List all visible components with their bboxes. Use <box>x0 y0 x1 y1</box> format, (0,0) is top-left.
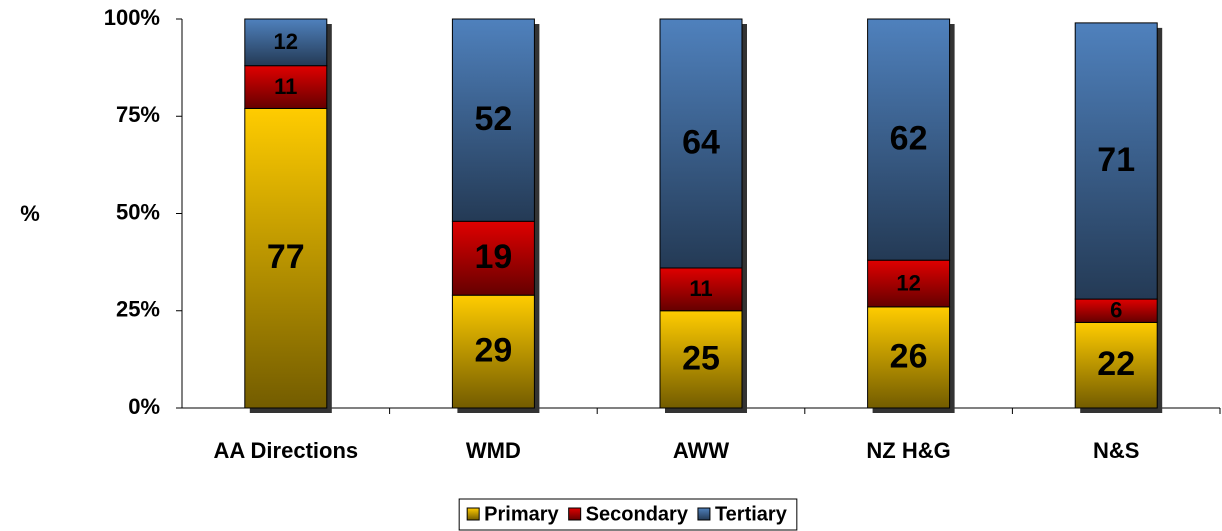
bar-segment <box>867 306 951 409</box>
legend: Primary Secondary Tertiary <box>458 498 798 531</box>
y-tick-label: 75% <box>116 102 160 127</box>
y-axis-label: % <box>20 201 40 226</box>
bar-segment <box>244 65 328 109</box>
bar-segment <box>451 18 535 222</box>
value-label: 71 <box>1097 141 1135 179</box>
value-label: 12 <box>274 29 298 54</box>
bar-segment <box>1074 321 1158 409</box>
legend-frame <box>458 498 798 531</box>
value-label: 22 <box>1097 345 1135 383</box>
value-label: 29 <box>474 332 512 370</box>
legend-swatch <box>466 507 480 521</box>
bar-segment <box>659 267 743 312</box>
y-tick-label: 25% <box>116 297 160 322</box>
bar-segment <box>244 18 328 67</box>
legend-label: Tertiary <box>715 503 788 525</box>
value-label: 25 <box>682 339 720 377</box>
value-label: 77 <box>267 238 305 276</box>
y-tick-label: 0% <box>128 394 160 419</box>
value-label: 52 <box>474 100 512 138</box>
x-tick-label: NZ H&G <box>866 438 950 463</box>
y-tick-label: 50% <box>116 199 160 224</box>
bar-segment <box>867 18 951 261</box>
bar-segment <box>659 18 743 269</box>
value-label: 19 <box>474 238 512 276</box>
bar-segment <box>659 310 743 409</box>
value-label: 12 <box>896 270 920 295</box>
legend-swatch <box>568 507 582 521</box>
legend-label: Primary <box>484 503 559 525</box>
bar-segment <box>1074 22 1158 300</box>
bar-segment <box>451 220 535 296</box>
x-tick-label: N&S <box>1093 438 1139 463</box>
x-tick-label: WMD <box>466 438 521 463</box>
legend-swatch <box>697 507 711 521</box>
value-label: 64 <box>682 123 720 161</box>
x-tick-label: AWW <box>673 438 729 463</box>
value-label: 11 <box>689 276 712 301</box>
value-label: 62 <box>890 120 928 158</box>
bar-segment <box>451 294 535 409</box>
value-label: 6 <box>1110 298 1122 323</box>
value-label: 26 <box>890 337 928 375</box>
legend-label: Secondary <box>586 503 689 525</box>
bar-segment <box>244 107 328 409</box>
y-tick-label: 100% <box>104 5 160 30</box>
x-tick-label: AA Directions <box>213 438 358 463</box>
value-label: 11 <box>274 74 297 99</box>
